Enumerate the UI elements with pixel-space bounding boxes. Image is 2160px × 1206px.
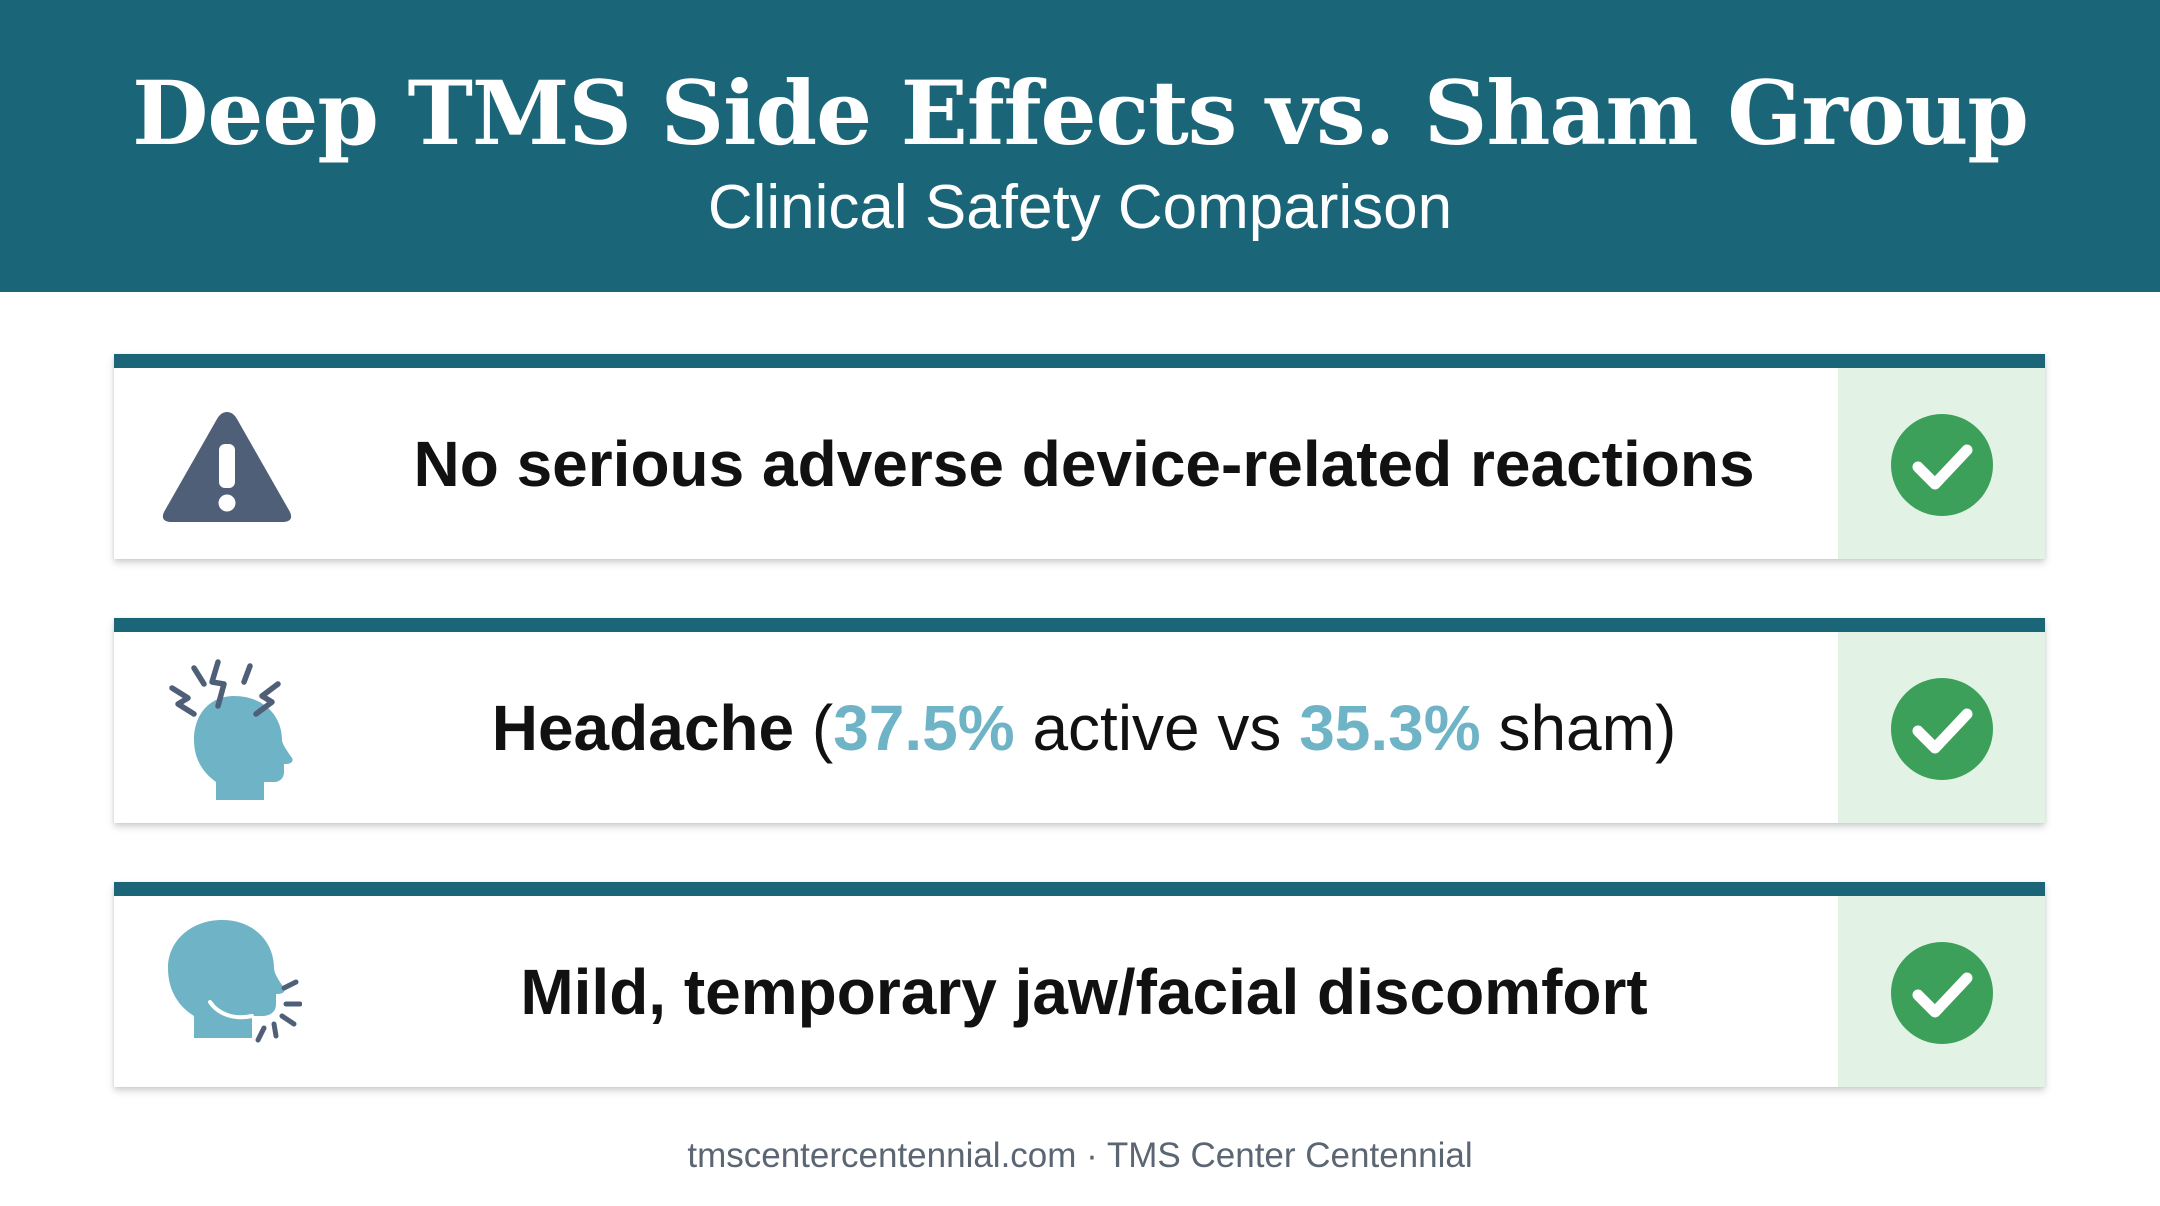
status-cell — [1838, 896, 2045, 1087]
warning-triangle-icon — [152, 390, 302, 540]
open-paren: ( — [794, 691, 834, 764]
sham-percent-value: 35.3% — [1299, 691, 1481, 764]
footer-credit: tmscentercentennial.com · TMS Center Cen… — [687, 1136, 1473, 1175]
status-cell — [1838, 632, 2045, 823]
side-effect-text: Mild, temporary jaw/facial discomfort — [334, 896, 1834, 1087]
checkmark-icon — [1891, 678, 1993, 780]
card-accent-bar — [114, 354, 2045, 368]
side-effect-text: Headache (37.5% active vs 35.3% sham) — [334, 632, 1834, 823]
side-effect-card-jaw-discomfort: Mild, temporary jaw/facial discomfort — [114, 882, 2045, 1087]
card-accent-bar — [114, 882, 2045, 896]
side-effect-label: Headache — [491, 691, 795, 764]
page-subtitle: Clinical Safety Comparison — [707, 173, 1453, 242]
status-cell — [1838, 368, 2045, 559]
page-title: Deep TMS Side Effects vs. Sham Group — [132, 61, 2029, 165]
header-banner: Deep TMS Side Effects vs. Sham Group Cli… — [0, 0, 2160, 292]
active-label: active vs — [1014, 691, 1300, 764]
side-effect-label: No serious adverse device-related reacti… — [413, 427, 1755, 500]
headache-head-icon — [152, 654, 302, 804]
jaw-discomfort-head-icon — [152, 918, 302, 1068]
checkmark-icon — [1891, 414, 1993, 516]
card-accent-bar — [114, 618, 2045, 632]
side-effect-card-serious-reactions: No serious adverse device-related reacti… — [114, 354, 2045, 559]
side-effect-text: No serious adverse device-related reacti… — [334, 368, 1834, 559]
sham-label: sham) — [1480, 691, 1677, 764]
active-percent-value: 37.5% — [833, 691, 1015, 764]
checkmark-icon — [1891, 942, 1993, 1044]
side-effect-card-headache: Headache (37.5% active vs 35.3% sham) — [114, 618, 2045, 823]
side-effect-label: Mild, temporary jaw/facial discomfort — [520, 955, 1648, 1028]
